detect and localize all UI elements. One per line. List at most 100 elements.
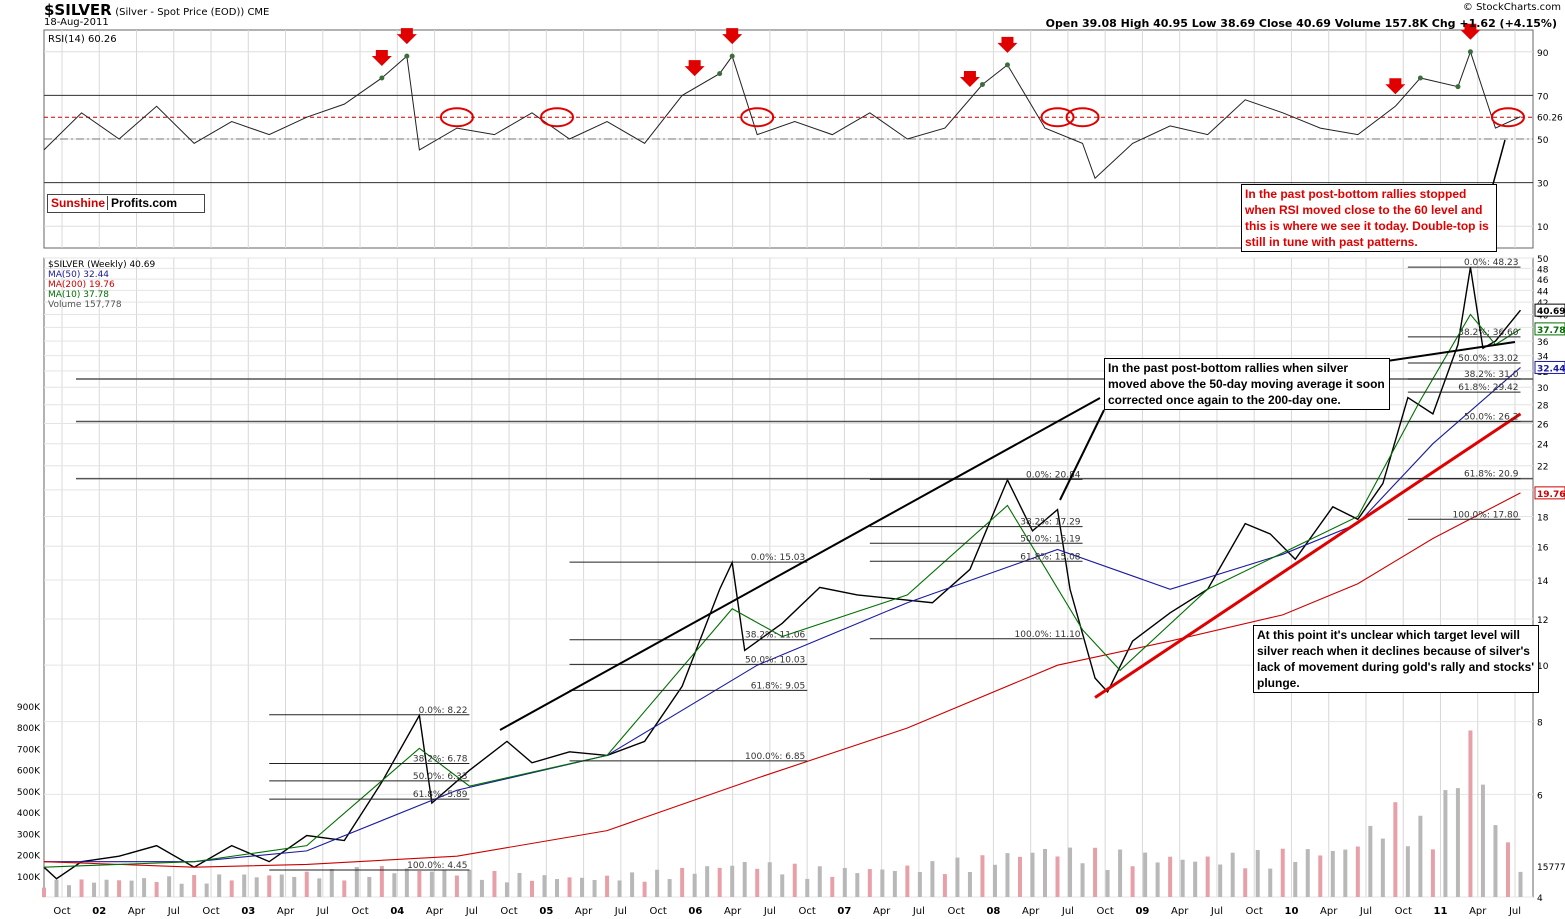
volume-bar [154,881,159,897]
price-y-tick: 16 [1537,543,1549,553]
x-tick-label: Oct [500,906,517,917]
price-tag-box [1534,303,1565,317]
price-y-tick: 22 [1537,463,1548,473]
volume-y-tick: 600K [17,767,41,777]
volume-bar [867,869,872,897]
price-tag-box [1534,360,1565,374]
volume-bar [329,868,334,897]
overbought-arrow [1460,23,1481,40]
volume-bar [504,882,509,897]
price-tag-ma50: 32.44 [1537,364,1565,374]
rsi-overbought-point [1417,75,1423,81]
volume-bar [692,873,697,897]
annotation-pointer [499,397,1101,731]
x-tick-label: Oct [649,906,666,917]
fib-level-label: 38.2%: 36.60 [1458,328,1519,338]
volume-bar [730,865,735,897]
fib-level-label: 50.0%: 10.03 [745,655,805,665]
volume-bar [1430,849,1435,897]
x-tick-label: Apr [1469,906,1487,917]
volume-bar [905,865,910,897]
volume-bar [655,869,660,897]
rsi-circle-marker [1065,107,1100,128]
volume-bar [780,874,785,897]
volume-bar [1080,863,1085,897]
x-tick-label: Jul [912,906,925,917]
volume-bar [1043,848,1048,897]
rsi-panel: 10 30 50 70 90 RSI(14) 60.26 60.26 [43,23,1563,249]
x-tick-label: Jul [1359,906,1372,917]
price-tag-ma200: 19.76 [1537,490,1565,500]
x-tick-label: Jul [465,906,478,917]
volume-bar [1130,866,1135,897]
x-tick-label: Apr [575,906,593,917]
fib-level-label: 38.2%: 11.06 [745,631,806,641]
volume-bar [855,873,860,897]
overbought-arrow [396,28,417,45]
volume-y-tick: 900K [17,703,41,713]
volume-bar [1230,852,1235,897]
overbought-arrow [371,49,392,66]
volume-bar [1505,842,1510,897]
volume-bar [717,867,722,897]
rsi-y-tick: 10 [1537,223,1549,233]
volume-bar [1380,838,1385,897]
volume-bar [79,879,84,897]
rsi-circle-marker [439,107,474,128]
x-tick-label: 07 [837,906,851,917]
price-legend-entry: MA(50) 32.44 [48,270,109,280]
volume-y-tick: 700K [17,745,41,755]
volume-bar [1468,730,1473,897]
price-legend-entry: $SILVER (Weekly) 40.69 [48,260,155,270]
price-tag-box [1534,486,1565,500]
volume-bar [392,873,397,897]
volume-bar [980,855,985,897]
volume-bar [1105,870,1110,897]
rsi-overbought-point [1004,62,1010,68]
price-y-tick: 8 [1537,719,1543,729]
volume-bar [1118,849,1123,897]
volume-bar [217,874,222,897]
volume-bar [1218,864,1223,897]
volume-bar [1155,862,1160,897]
volume-bar [317,878,322,897]
volume-y-tick: 800K [17,724,41,734]
price-y-tick: 24 [1537,441,1549,451]
x-tick-label: Apr [426,906,444,917]
fib-level-label: 100.0%: 17.80 [1453,510,1519,520]
volume-bar [542,875,547,897]
volume-bar [404,868,409,897]
x-tick-label: Oct [1395,906,1412,917]
volume-bar [267,875,272,897]
volume-bar [1318,855,1323,897]
volume-bar [292,876,297,897]
volume-bar [592,879,597,897]
x-tick-label: Oct [948,906,965,917]
volume-bar [1393,802,1398,897]
x-tick-label: Jul [763,906,776,917]
price-y-tick: 10 [1537,662,1549,672]
volume-bar [354,867,359,897]
x-tick-label: Apr [128,906,146,917]
fib-level-label: 50.0%: 6.33 [413,772,468,782]
volume-y-tick: 100K [17,873,41,883]
volume-bar [167,876,172,897]
volume-bar [642,881,647,897]
fib-level-label: 38.2%: 31.0 [1464,370,1519,380]
volume-bar [830,876,835,897]
price-y-tick: 34 [1537,353,1549,363]
volume-bar [1330,850,1335,897]
fib-level-label: 61.8%: 15.08 [1020,552,1081,562]
volume-y-tick: 500K [17,788,41,798]
price-legend-entry: Volume 157,778 [48,300,122,310]
x-tick-label: 08 [986,906,1000,917]
volume-bar [1305,849,1310,897]
fib-level-label: 0.0%: 20.84 [1026,470,1081,480]
volume-bar [1205,856,1210,897]
fib-level-label: 0.0%: 8.22 [419,706,468,716]
x-tick-label: 05 [539,906,553,917]
volume-bar [117,880,122,897]
fib-level-label: 0.0%: 15.03 [751,553,806,563]
volume-bar [580,877,585,897]
price-y-tick: 50 [1537,255,1549,265]
